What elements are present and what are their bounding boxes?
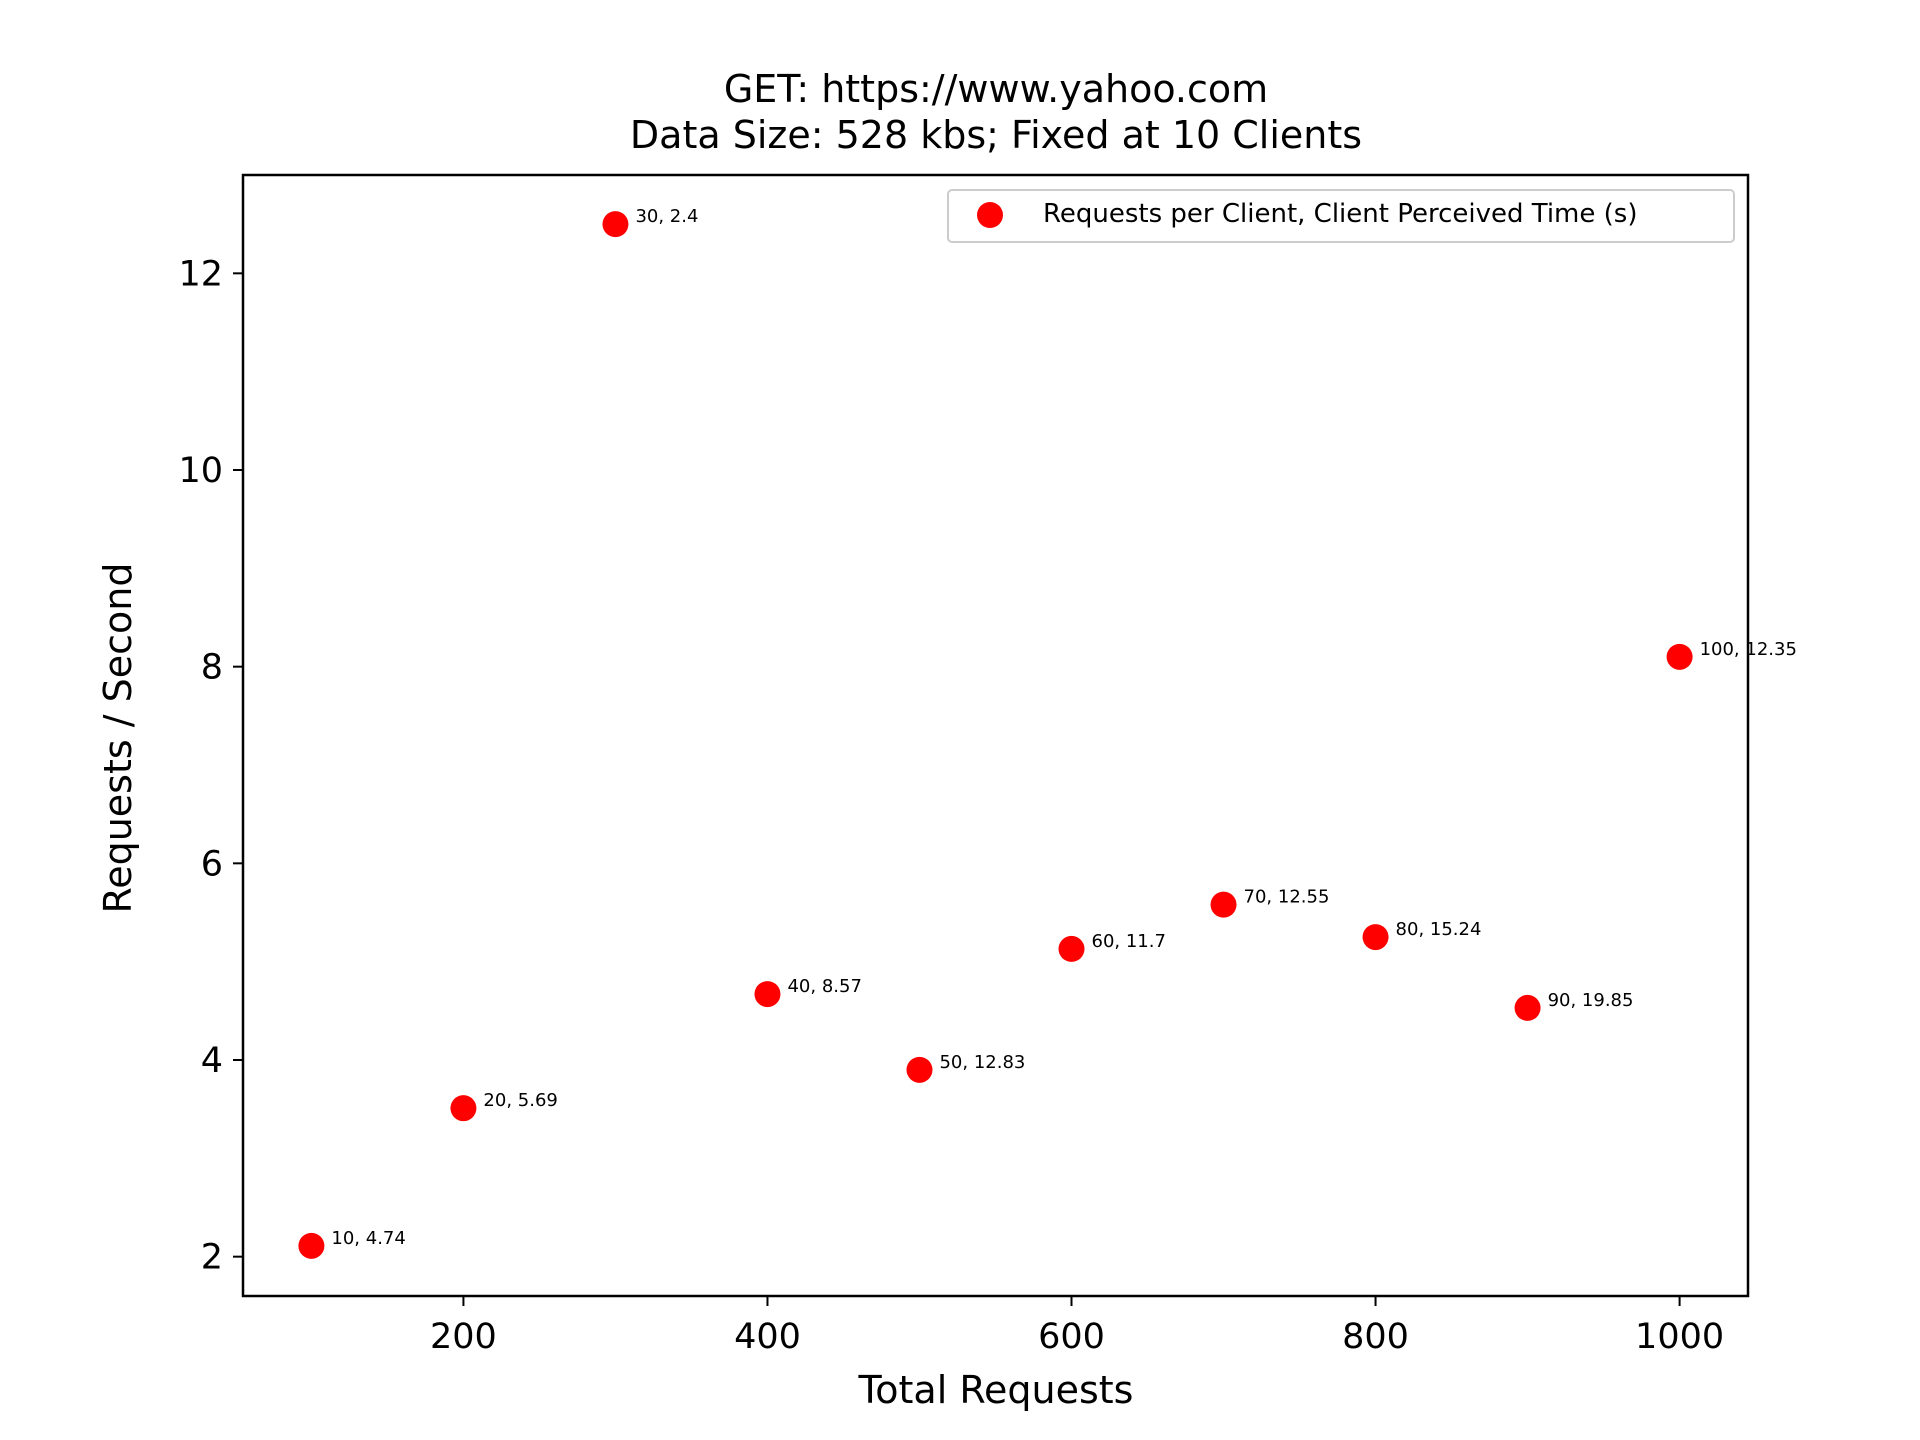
data-point	[450, 1095, 477, 1122]
data-point	[298, 1232, 325, 1259]
y-tick-label: 6	[201, 844, 223, 884]
data-point	[1362, 924, 1389, 951]
data-point	[1666, 643, 1693, 670]
data-point	[602, 211, 629, 238]
data-point-label: 10, 4.74	[331, 1228, 405, 1249]
x-tick-label: 200	[430, 1317, 497, 1357]
data-point	[754, 981, 781, 1008]
y-axis-label: Requests / Second	[96, 563, 140, 914]
data-point-label: 60, 11.7	[1092, 931, 1166, 952]
data-point-label: 80, 15.24	[1396, 919, 1482, 940]
data-point	[1210, 891, 1237, 918]
y-tick-label: 12	[178, 254, 223, 294]
data-point-label: 90, 19.85	[1548, 990, 1634, 1011]
axis-ticks: 200 400 600 800 1000 2 4 6 8 10 12	[178, 254, 1724, 1357]
data-point-label: 40, 8.57	[787, 976, 861, 997]
data-point-label: 50, 12.83	[939, 1052, 1025, 1073]
x-tick-label: 800	[1342, 1317, 1409, 1357]
legend: Requests per Client, Client Perceived Ti…	[947, 189, 1735, 243]
x-tick-label: 1000	[1635, 1317, 1724, 1357]
data-points: 10, 4.74 20, 5.69 30, 2.4 40, 8.57 50, 12.83…	[298, 206, 1797, 1259]
x-tick-label: 600	[1038, 1317, 1105, 1357]
data-point	[906, 1056, 933, 1083]
legend-marker	[977, 202, 1003, 228]
plot-frame	[241, 173, 1750, 1298]
chart-subtitle: Data Size: 528 kbs; Fixed at 10 Clients	[630, 113, 1362, 157]
x-tick-label: 400	[734, 1317, 801, 1357]
y-tick-label: 8	[201, 648, 223, 688]
y-tick-label: 2	[201, 1238, 223, 1278]
x-axis-label: Total Requests	[858, 1368, 1134, 1412]
data-point-label: 20, 5.69	[483, 1090, 557, 1111]
data-point	[1058, 935, 1085, 962]
data-point	[1514, 994, 1541, 1021]
data-point-label: 70, 12.55	[1244, 887, 1330, 908]
legend-box	[947, 189, 1735, 243]
y-tick-label: 4	[201, 1041, 223, 1081]
data-point-label: 30, 2.4	[635, 206, 698, 227]
y-tick-label: 10	[178, 451, 223, 491]
chart-title: GET: https://www.yahoo.com	[724, 67, 1268, 111]
legend-entry-label: Requests per Client, Client Perceived Ti…	[1043, 199, 1637, 229]
